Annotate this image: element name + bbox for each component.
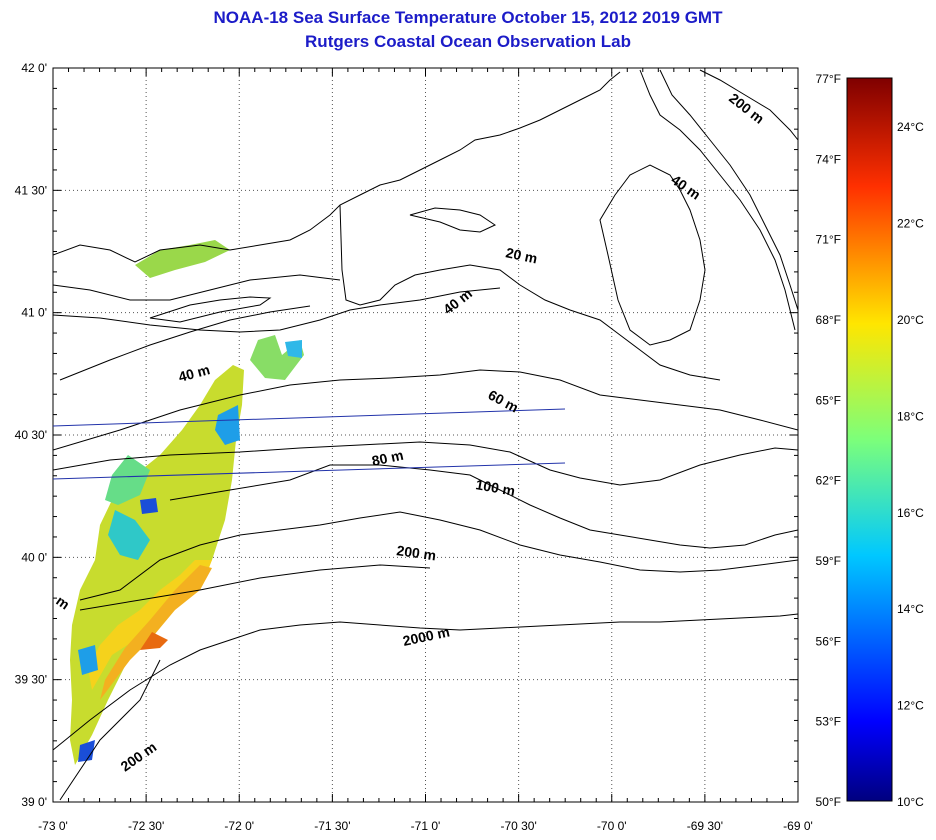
colorbar-c-label: 20°C xyxy=(897,313,924,327)
colorbar-f-label: 56°F xyxy=(816,634,841,648)
colorbar-fahrenheit-labels: 77°F 74°F 71°F 68°F 65°F 62°F 59°F 56°F 53°F 50°F xyxy=(816,72,841,809)
colorbar-f-label: 65°F xyxy=(816,393,841,407)
title-block: NOAA-18 Sea Surface Temperature October … xyxy=(0,6,936,54)
colorbar-f-label: 62°F xyxy=(816,474,841,488)
x-tick-label: -69 30' xyxy=(687,819,723,833)
x-axis-labels: -73 0' -72 30' -72 0' -71 30' -71 0' -70 30' -… xyxy=(38,819,813,833)
map-subtitle: Rutgers Coastal Ocean Observation Lab xyxy=(305,32,631,51)
x-tick-label: -70 0' xyxy=(597,819,627,833)
y-tick-label: 42 0' xyxy=(21,61,47,75)
y-tick-label: 40 30' xyxy=(15,428,47,442)
contour-label: 80 m xyxy=(370,447,405,469)
colorbar-celsius-labels: 24°C 22°C 20°C 18°C 16°C 14°C 12°C 10°C xyxy=(897,120,924,809)
colorbar-f-label: 68°F xyxy=(816,313,841,327)
colorbar-c-label: 14°C xyxy=(897,602,924,616)
colorbar-f-label: 59°F xyxy=(816,554,841,568)
y-tick-label: 39 30' xyxy=(15,673,47,687)
bathymetry-contours xyxy=(53,69,798,801)
x-tick-label: -73 0' xyxy=(38,819,68,833)
colorbar-f-label: 74°F xyxy=(816,152,841,166)
contour-label: 20 m xyxy=(504,244,539,266)
colorbar-c-label: 18°C xyxy=(897,409,924,423)
colorbar-f-label: 50°F xyxy=(816,795,841,809)
x-tick-label: -70 30' xyxy=(500,819,536,833)
contour-label: 40 m xyxy=(177,361,212,385)
x-tick-label: -71 0' xyxy=(411,819,441,833)
contour-label: 200 m xyxy=(396,542,438,563)
contour-label: 100 m xyxy=(474,476,516,499)
colorbar-c-label: 16°C xyxy=(897,506,924,520)
colorbar xyxy=(846,77,893,802)
sst-swath xyxy=(70,240,304,765)
x-tick-label: -71 30' xyxy=(314,819,350,833)
y-tick-label: 40 0' xyxy=(21,550,47,564)
y-axis-labels: 42 0' 41 30' 41 0' 40 30' 40 0' 39 30' 39 0' xyxy=(15,61,47,809)
x-tick-label: -72 30' xyxy=(128,819,164,833)
colorbar-c-label: 12°C xyxy=(897,699,924,713)
colorbar-f-label: 77°F xyxy=(816,72,841,86)
transect-south xyxy=(52,462,566,480)
y-tick-label: 39 0' xyxy=(21,795,47,809)
y-tick-label: 41 0' xyxy=(21,306,47,320)
grid-lines xyxy=(53,68,798,802)
colorbar-c-label: 22°C xyxy=(897,217,924,231)
x-tick-label: -69 0' xyxy=(783,819,813,833)
transect-north xyxy=(52,408,566,427)
coastline xyxy=(53,71,621,263)
colorbar-f-label: 71°F xyxy=(816,233,841,247)
transect-lines xyxy=(52,408,566,480)
map-title: NOAA-18 Sea Surface Temperature October … xyxy=(213,8,723,27)
colorbar-c-label: 10°C xyxy=(897,795,924,809)
colorbar-f-label: 53°F xyxy=(816,715,841,729)
axis-ticks xyxy=(52,67,799,803)
y-tick-label: 41 30' xyxy=(15,183,47,197)
x-tick-label: -72 0' xyxy=(224,819,254,833)
colorbar-c-label: 24°C xyxy=(897,120,924,134)
